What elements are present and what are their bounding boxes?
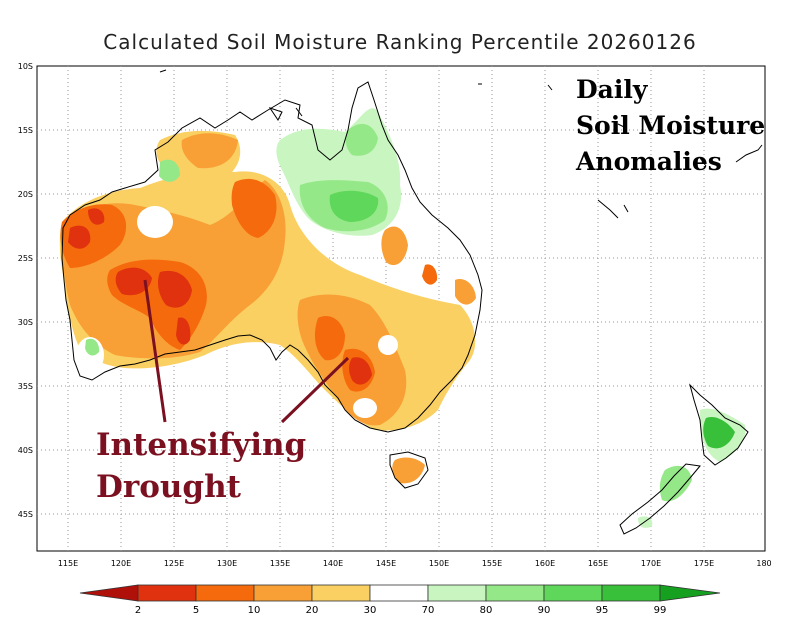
colorbar-segment (485, 584, 545, 602)
colorbar-segment (195, 584, 255, 602)
lon-tick: 155E (482, 559, 502, 568)
lon-tick-labels: 115E 120E 125E 130E 135E 140E 145E 150E … (58, 559, 772, 568)
island-small-1 (623, 204, 629, 213)
colorbar-label: 80 (480, 605, 493, 616)
melville-island (268, 107, 283, 121)
colorbar-segment (253, 584, 313, 602)
nz-north-island (689, 383, 749, 466)
colorbar-left-arrow (79, 584, 139, 602)
colorbar-right-arrow (659, 584, 721, 602)
normal-hole-3 (378, 335, 398, 355)
severe-west-3 (176, 317, 191, 345)
severe-victoria (349, 357, 372, 385)
lon-tick: 180 (756, 559, 771, 568)
colorbar-segment (601, 584, 661, 602)
colorbar-segment (311, 584, 371, 602)
daily-line-1: Daily (576, 75, 648, 104)
dry-coast-patch (455, 279, 476, 305)
colorbar-label: 99 (654, 605, 667, 616)
dry-tasmania (392, 457, 425, 484)
moderate-central-north (231, 178, 277, 238)
colorbar-segment (427, 584, 487, 602)
drought-line-2: Drought (96, 469, 241, 505)
coast-fragment-5 (699, 157, 707, 167)
colorbar-label: 10 (248, 605, 261, 616)
colorbar-segment (543, 584, 603, 602)
wet-sw-patch (85, 338, 100, 356)
lat-tick: 35S (18, 382, 33, 391)
colorbar-label: 70 (422, 605, 435, 616)
nz-south-island (619, 463, 701, 535)
drought-line-1: Intensifying (96, 427, 307, 463)
lat-tick: 30S (18, 318, 33, 327)
coast-fragment-2 (547, 84, 553, 91)
daily-annotation: Daily Soil Moisture Anomalies (576, 72, 765, 180)
drought-annotation: Intensifying Drought (96, 424, 306, 508)
dry-qld-patch (381, 226, 408, 266)
lon-tick: 165E (588, 559, 608, 568)
lat-tick: 20S (18, 190, 33, 199)
severe-west-2 (158, 270, 192, 308)
colorbar-segment (137, 584, 197, 602)
coastlines (61, 69, 763, 535)
dry-top-end (181, 133, 238, 169)
coast-fragment-4 (617, 123, 627, 129)
lon-tick: 130E (217, 559, 237, 568)
drought-arrow-west (143, 279, 167, 423)
moderate-sa (314, 315, 345, 361)
drought-arrows (143, 279, 350, 424)
map-title: Calculated Soil Moisture Ranking Percent… (103, 30, 697, 54)
normal-hole-1 (137, 206, 173, 238)
moderate-pilbara (60, 204, 127, 268)
tasmania-coast (389, 451, 429, 489)
lat-tick: 25S (18, 254, 33, 263)
lon-tick: 145E (376, 559, 396, 568)
colorbar-label: 90 (538, 605, 551, 616)
lon-tick: 120E (111, 559, 131, 568)
severe-pilbara-2 (88, 208, 105, 225)
vanuatu-island (597, 199, 619, 219)
colorbar-segment (369, 584, 429, 602)
lon-tick: 140E (323, 559, 343, 568)
lon-tick: 135E (270, 559, 290, 568)
normal-hole-4 (353, 398, 377, 418)
anomaly-shading (59, 108, 746, 528)
lon-tick: 170E (641, 559, 661, 568)
lon-tick: 160E (535, 559, 555, 568)
coast-fragment-6 (159, 69, 167, 73)
colorbar: 2 5 10 20 30 70 80 90 95 99 (79, 584, 721, 616)
lon-tick: 150E (429, 559, 449, 568)
colorbar-label: 20 (306, 605, 319, 616)
lon-tick: 125E (164, 559, 184, 568)
colorbar-label: 30 (364, 605, 377, 616)
lon-tick: 115E (58, 559, 78, 568)
wet-nt-patch (159, 159, 180, 182)
coast-fragment-1 (295, 107, 303, 117)
lat-tick: 15S (18, 126, 33, 135)
new-caledonia (735, 144, 763, 163)
daily-line-2: Soil Moisture (576, 111, 766, 140)
lat-tick-labels: 10S 15S 20S 25S 30S 35S 40S 45S (18, 62, 33, 519)
lat-tick: 45S (18, 510, 33, 519)
severe-pilbara (68, 225, 91, 249)
moderate-qld-spot (422, 264, 438, 285)
colorbar-label: 95 (596, 605, 609, 616)
colorbar-label: 2 (135, 605, 141, 616)
wet-nz-north (703, 416, 735, 449)
lat-tick: 10S (18, 62, 33, 71)
daily-line-3: Anomalies (576, 147, 722, 176)
lat-tick: 40S (18, 446, 33, 455)
australia-coast (61, 81, 483, 433)
severe-west-1 (115, 267, 152, 296)
colorbar-label: 5 (193, 605, 199, 616)
wet-nz-south (659, 465, 692, 502)
wet-cape-york (345, 123, 378, 156)
wet-qld-high (329, 190, 379, 222)
drought-arrow-east (280, 356, 350, 424)
lon-tick: 175E (694, 559, 714, 568)
